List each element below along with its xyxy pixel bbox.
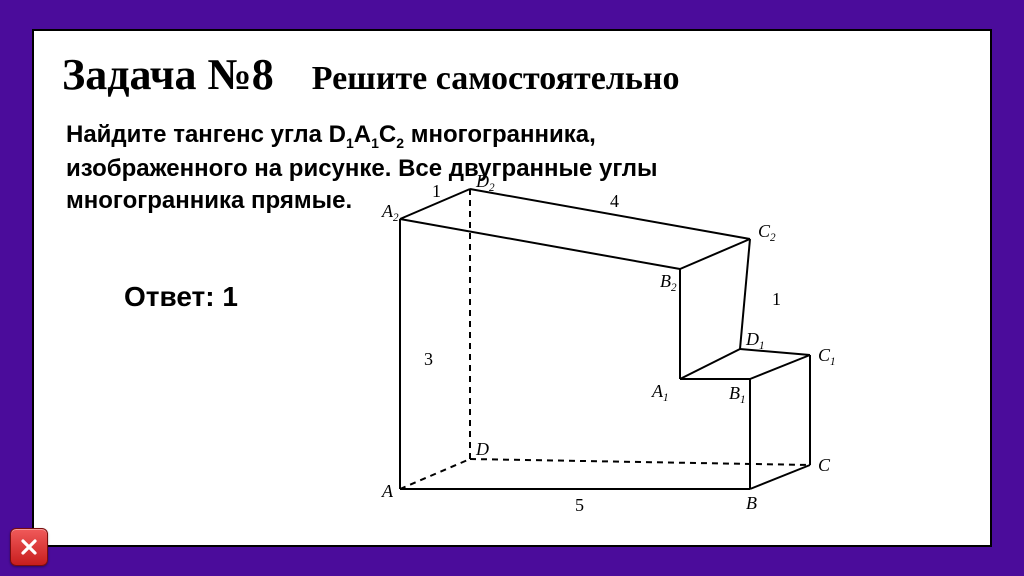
polyhedron-figure: ABCDA2D2C2B2A1B1C1D114135 <box>370 175 870 529</box>
svg-text:4: 4 <box>610 191 619 211</box>
svg-text:C2: C2 <box>758 221 776 244</box>
svg-text:3: 3 <box>424 349 433 369</box>
title-row: Задача №8 Решите самостоятельно <box>62 49 962 100</box>
close-button[interactable] <box>10 528 48 566</box>
svg-text:C: C <box>818 455 831 475</box>
svg-text:D1: D1 <box>745 329 765 352</box>
svg-text:B: B <box>746 493 757 513</box>
svg-text:A2: A2 <box>381 201 399 224</box>
svg-text:B1: B1 <box>729 383 746 406</box>
problem-line-1: Найдите тангенс угла D1A1C2 многогранник… <box>66 121 596 148</box>
slide-card: Задача №8 Решите самостоятельно Найдите … <box>32 29 992 547</box>
svg-text:C1: C1 <box>818 345 836 368</box>
problem-line-3: многогранника прямые. <box>66 187 352 214</box>
svg-text:A1: A1 <box>651 381 669 404</box>
svg-text:B2: B2 <box>660 271 677 294</box>
svg-text:D: D <box>475 439 489 459</box>
close-icon <box>19 537 39 557</box>
svg-text:A: A <box>381 481 394 501</box>
polyhedron-svg: ABCDA2D2C2B2A1B1C1D114135 <box>370 175 870 529</box>
answer-label: Ответ: 1 <box>124 281 238 313</box>
title-subtitle: Решите самостоятельно <box>312 60 680 97</box>
svg-text:1: 1 <box>432 181 441 201</box>
problem-number: Задача №8 <box>62 50 274 99</box>
svg-text:1: 1 <box>772 289 781 309</box>
slide-background: Задача №8 Решите самостоятельно Найдите … <box>0 0 1024 576</box>
svg-text:5: 5 <box>575 495 584 515</box>
